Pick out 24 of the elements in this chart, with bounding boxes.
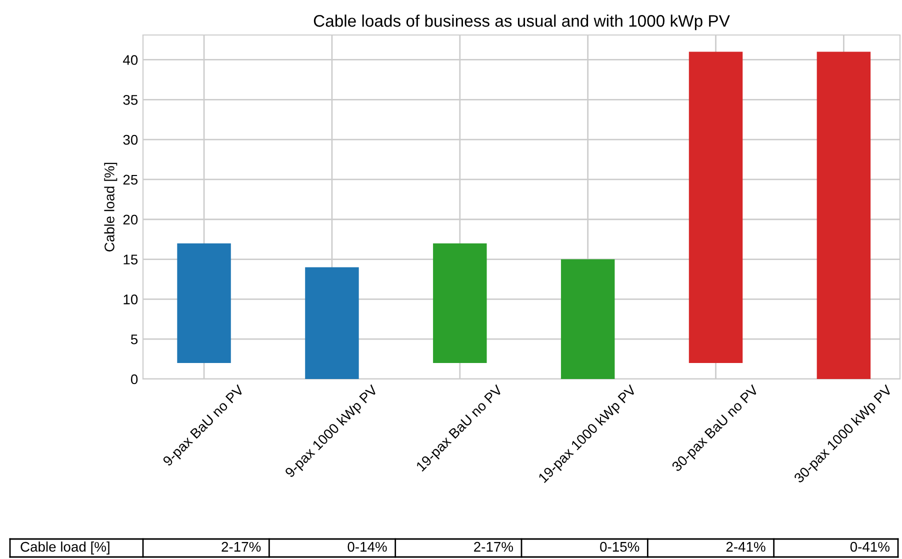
bar: [560, 259, 615, 379]
bar: [816, 52, 871, 379]
y-axis-title: Cable load [%]: [104, 162, 118, 252]
text: 2-41%: [726, 542, 766, 552]
y-tick-label: 25: [123, 174, 138, 185]
text: 2-17%: [222, 542, 261, 552]
y-tick-label: 0: [130, 374, 138, 384]
y-tick-label: 5: [130, 334, 138, 344]
y-tick-label: 10: [124, 294, 138, 304]
text: 2-17%: [474, 542, 514, 552]
text: 0-15%: [600, 542, 640, 552]
bar: [305, 267, 359, 379]
y-tick-label: 40: [123, 55, 138, 65]
chart-title: Cable loads of business as usual and with 1000 kWp PV: [314, 14, 730, 30]
text: Cable load [%]: [20, 542, 110, 554]
bar: [433, 243, 487, 364]
y-tick-label: 30: [123, 134, 138, 145]
bar: [177, 243, 231, 364]
bar: [688, 52, 743, 364]
y-tick-label: 35: [123, 94, 138, 105]
y-tick-label: 20: [123, 214, 138, 225]
y-tick-label: 15: [124, 254, 138, 264]
text: 0-14%: [348, 542, 387, 552]
text: 0-41%: [850, 542, 890, 552]
